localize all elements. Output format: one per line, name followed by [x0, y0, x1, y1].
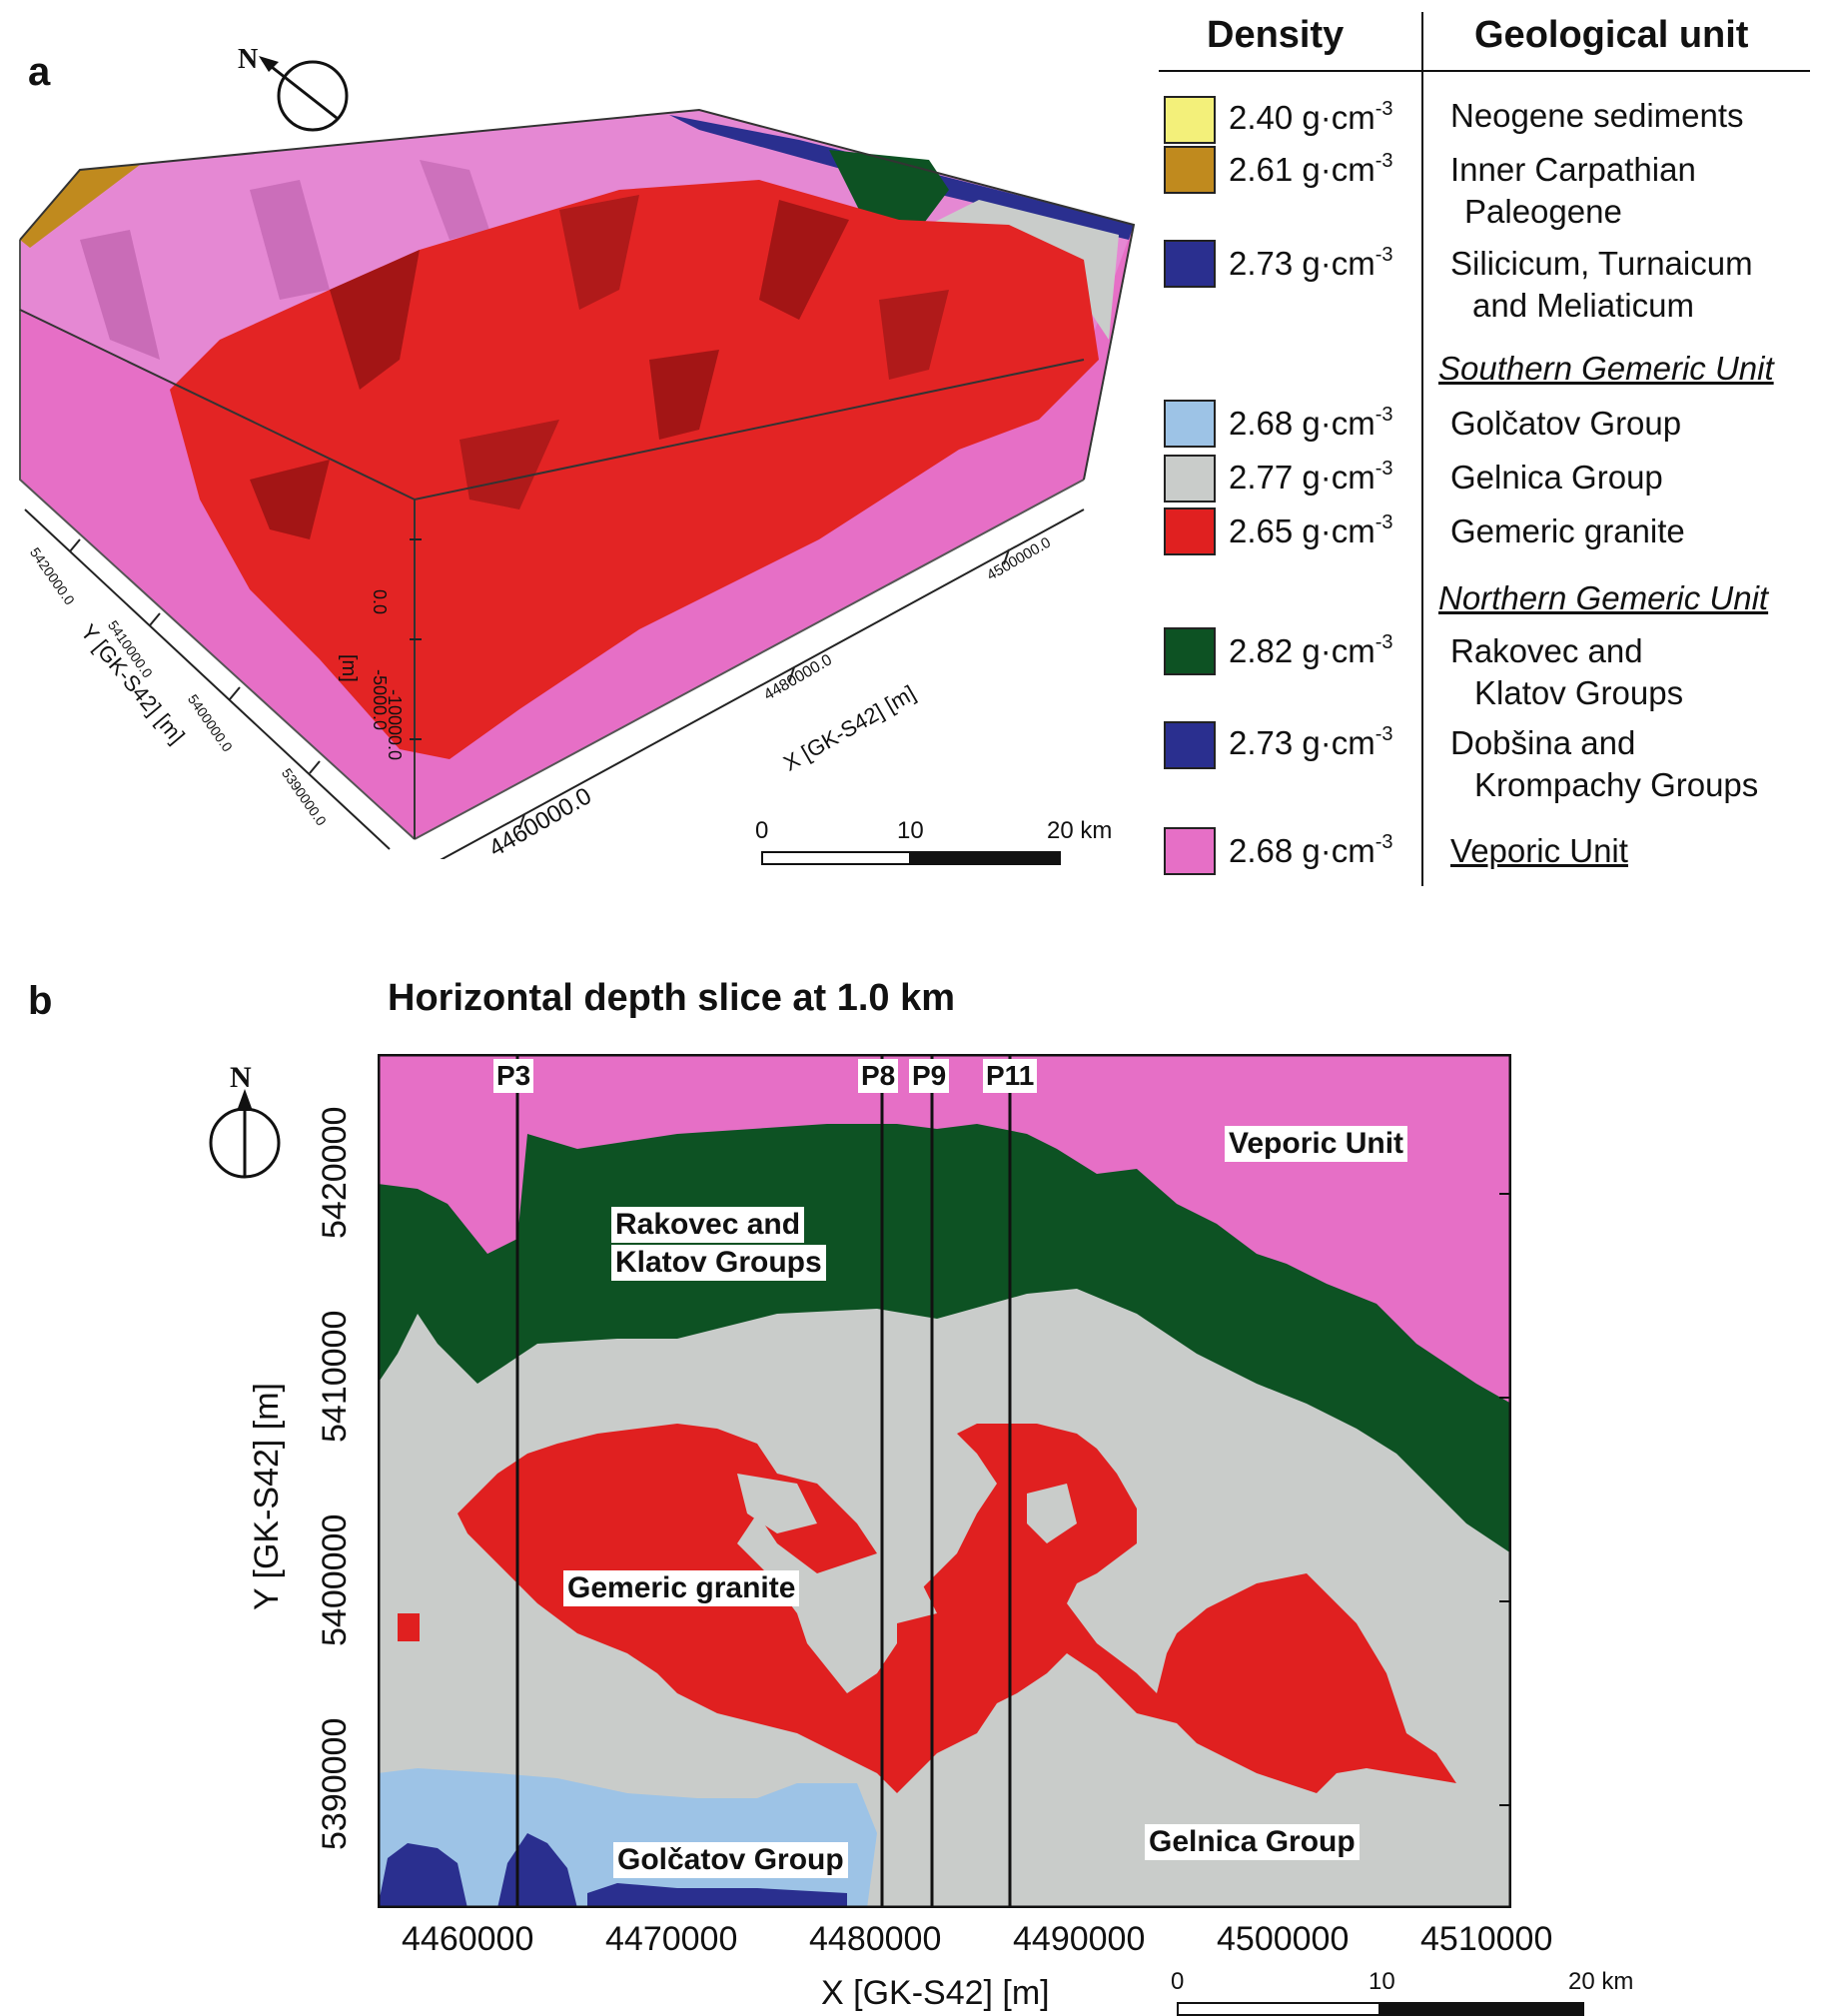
scale-a-mid: 10: [897, 817, 924, 844]
north-letter-b: N: [230, 1061, 252, 1094]
unit-veporic: Veporic Unit: [1450, 832, 1628, 869]
legend-header-rule: [1159, 70, 1810, 72]
swatch-veporic: [1164, 827, 1216, 875]
block-model-3d: [19, 108, 1136, 859]
profile-p3: P3: [493, 1059, 534, 1093]
unit-silicicum: Silicicum, Turnaicum: [1450, 245, 1753, 282]
legend-divider: [1421, 12, 1423, 886]
scale-b-bar-black: [1380, 2002, 1584, 2016]
north-arrow-icon-a: [259, 56, 349, 132]
density-golcatov: 2.68 g·cm-3: [1229, 404, 1393, 442]
scale-a-end: 20 km: [1047, 817, 1113, 844]
x-tick-b-2: 4470000: [605, 1920, 738, 1958]
label-granite: Gemeric granite: [563, 1570, 800, 1606]
label-golcatov: Golčatov Group: [613, 1842, 848, 1878]
swatch-neogene: [1164, 96, 1216, 144]
x-tick-b-4: 4490000: [1013, 1920, 1146, 1958]
section-northern-gemeric: Northern Gemeric Unit: [1438, 579, 1769, 616]
slice-title: Horizontal depth slice at 1.0 km: [388, 977, 956, 1019]
profile-p11: P11: [983, 1059, 1038, 1093]
scale-b-end: 20 km: [1568, 1968, 1634, 1995]
unit-golcatov: Golčatov Group: [1450, 405, 1682, 442]
unit-paleogene-2: Paleogene: [1464, 193, 1622, 230]
unit-gelnica: Gelnica Group: [1450, 459, 1663, 496]
unit-rakovec-2: Klatov Groups: [1474, 674, 1684, 711]
density-veporic: 2.68 g·cm-3: [1229, 831, 1393, 869]
density-silicicum: 2.73 g·cm-3: [1229, 244, 1393, 282]
y-tick-b-1: 5420000: [316, 1106, 354, 1239]
legend-density-header: Density: [1207, 14, 1345, 56]
swatch-rakovec: [1164, 627, 1216, 675]
density-paleogene: 2.61 g·cm-3: [1229, 150, 1393, 188]
unit-granite: Gemeric granite: [1450, 512, 1685, 549]
z-axis-title-a: [m]: [338, 654, 360, 682]
unit-silicicum-2: and Meliaticum: [1472, 287, 1694, 324]
scale-b-mid: 10: [1368, 1968, 1395, 1995]
swatch-granite: [1164, 507, 1216, 555]
density-rakovec: 2.82 g·cm-3: [1229, 631, 1393, 669]
depth-slice-map: [378, 1054, 1511, 1908]
swatch-paleogene: [1164, 146, 1216, 194]
label-rakovec-1: Rakovec and: [611, 1207, 805, 1243]
y-tick-b-4: 5390000: [316, 1717, 354, 1850]
profile-p9: P9: [909, 1059, 950, 1093]
swatch-silicicum: [1164, 240, 1216, 288]
swatch-dobsina: [1164, 721, 1216, 769]
swatch-golcatov: [1164, 400, 1216, 448]
unit-paleogene: Inner Carpathian: [1450, 151, 1696, 188]
x-tick-b-3: 4480000: [809, 1920, 942, 1958]
label-veporic: Veporic Unit: [1225, 1126, 1408, 1162]
x-tick-b-1: 4460000: [402, 1920, 534, 1958]
density-dobsina: 2.73 g·cm-3: [1229, 723, 1393, 761]
panel-b-letter: b: [28, 979, 53, 1023]
z-tick-a-3: -10000.0: [385, 689, 405, 761]
scale-b-zero: 0: [1171, 1968, 1185, 1995]
label-rakovec-2: Klatov Groups: [611, 1245, 826, 1281]
x-tick-b-6: 4510000: [1420, 1920, 1553, 1958]
legend-unit-header: Geological unit: [1474, 14, 1749, 56]
profile-p8: P8: [858, 1059, 899, 1093]
section-southern-gemeric: Southern Gemeric Unit: [1438, 350, 1774, 387]
panel-a-letter: a: [28, 50, 51, 94]
unit-dobsina: Dobšina and: [1450, 724, 1636, 761]
z-tick-a-1: 0.0: [370, 589, 390, 615]
north-arrow-icon-b: [209, 1089, 281, 1179]
label-gelnica: Gelnica Group: [1145, 1824, 1360, 1860]
scale-a-zero: 0: [755, 817, 769, 844]
scale-b-bar-white: [1177, 2002, 1380, 2016]
scale-a-bar-white: [761, 851, 911, 865]
unit-neogene: Neogene sediments: [1450, 97, 1744, 134]
x-axis-title-b: X [GK-S42] [m]: [821, 1974, 1050, 2012]
density-neogene: 2.40 g·cm-3: [1229, 98, 1393, 136]
x-tick-b-5: 4500000: [1217, 1920, 1350, 1958]
y-tick-b-3: 5400000: [316, 1513, 354, 1646]
scale-a-bar-black: [911, 851, 1061, 865]
density-granite: 2.65 g·cm-3: [1229, 511, 1393, 549]
unit-dobsina-2: Krompachy Groups: [1474, 766, 1759, 803]
unit-rakovec: Rakovec and: [1450, 632, 1643, 669]
swatch-gelnica: [1164, 455, 1216, 503]
y-tick-b-2: 5410000: [316, 1310, 354, 1443]
north-letter-a: N: [238, 44, 259, 75]
y-axis-title-b: Y [GK-S42] [m]: [248, 1382, 286, 1610]
density-gelnica: 2.77 g·cm-3: [1229, 458, 1393, 496]
